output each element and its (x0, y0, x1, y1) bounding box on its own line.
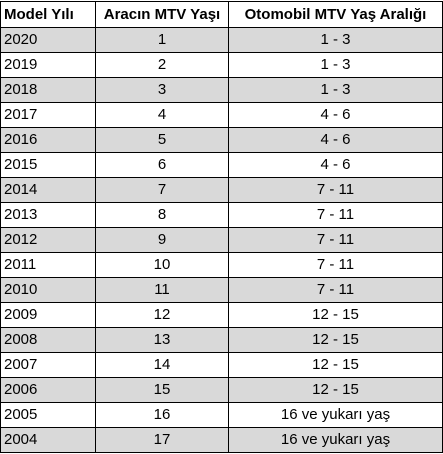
table-row: 2007 14 12 - 15 (0, 352, 443, 378)
table-row: 2004 17 16 ve yukarı yaş (0, 427, 443, 453)
table-row: 2014 7 7 - 11 (0, 177, 443, 203)
table-cell: 4 (95, 102, 229, 128)
table-cell: 17 (95, 427, 229, 453)
table-row: 2010 11 7 - 11 (0, 277, 443, 303)
table-row: 2012 9 7 - 11 (0, 227, 443, 253)
table-cell: 7 - 11 (228, 227, 443, 253)
table-cell: 12 - 15 (228, 327, 443, 353)
table-cell: 2004 (0, 427, 96, 453)
table-cell: 2018 (0, 77, 96, 103)
table-cell: 12 - 15 (228, 302, 443, 328)
table-cell: 8 (95, 202, 229, 228)
table-cell: 7 - 11 (228, 252, 443, 278)
table-cell: 16 ve yukarı yaş (228, 402, 443, 428)
table-cell: 3 (95, 77, 229, 103)
table-cell: 14 (95, 352, 229, 378)
header-cell: Model Yılı (0, 1, 96, 28)
table-row: 2005 16 16 ve yukarı yaş (0, 402, 443, 428)
table-cell: 1 - 3 (228, 52, 443, 78)
table-cell: 2008 (0, 327, 96, 353)
table-cell: 6 (95, 152, 229, 178)
table-row: 2017 4 4 - 6 (0, 102, 443, 128)
table-cell: 1 - 3 (228, 27, 443, 53)
table-cell: 12 - 15 (228, 377, 443, 403)
header-cell: Otomobil MTV Yaş Aralığı (228, 1, 443, 28)
table-row: 2015 6 4 - 6 (0, 152, 443, 178)
table-cell: 15 (95, 377, 229, 403)
table-row: 2008 13 12 - 15 (0, 327, 443, 353)
table-cell: 7 - 11 (228, 202, 443, 228)
table-row: 2006 15 12 - 15 (0, 377, 443, 403)
table-cell: 2011 (0, 252, 96, 278)
table-cell: 9 (95, 227, 229, 253)
table-cell: 7 (95, 177, 229, 203)
table-cell: 2020 (0, 27, 96, 53)
table-cell: 12 (95, 302, 229, 328)
table-cell: 2006 (0, 377, 96, 403)
table-cell: 12 - 15 (228, 352, 443, 378)
header-cell: Aracın MTV Yaşı (95, 1, 229, 28)
table-cell: 16 (95, 402, 229, 428)
table-cell: 2017 (0, 102, 96, 128)
table-cell: 2012 (0, 227, 96, 253)
table-cell: 1 - 3 (228, 77, 443, 103)
table-cell: 2007 (0, 352, 96, 378)
table-cell: 2005 (0, 402, 96, 428)
table-cell: 2 (95, 52, 229, 78)
table-row: 2011 10 7 - 11 (0, 252, 443, 278)
table-cell: 4 - 6 (228, 152, 443, 178)
table-body: 2020 1 1 - 3 2019 2 1 - 3 2018 3 1 - 3 2017 4 4 - 6… (0, 27, 443, 453)
table-cell: 2014 (0, 177, 96, 203)
table-row: 2009 12 12 - 15 (0, 302, 443, 328)
table-row: 2018 3 1 - 3 (0, 77, 443, 103)
table-cell: 13 (95, 327, 229, 353)
table-row: 2016 5 4 - 6 (0, 127, 443, 153)
header-row: Model Yılı Aracın MTV Yaşı Otomobil MTV Ya… (0, 1, 443, 28)
table-cell: 2009 (0, 302, 96, 328)
table-cell: 11 (95, 277, 229, 303)
table-row: 2013 8 7 - 11 (0, 202, 443, 228)
table-cell: 4 - 6 (228, 102, 443, 128)
table-cell: 5 (95, 127, 229, 153)
table-cell: 7 - 11 (228, 277, 443, 303)
table-row: 2019 2 1 - 3 (0, 52, 443, 78)
table-cell: 4 - 6 (228, 127, 443, 153)
table-cell: 2016 (0, 127, 96, 153)
table-cell: 2013 (0, 202, 96, 228)
table-row: 2020 1 1 - 3 (0, 27, 443, 53)
table-cell: 1 (95, 27, 229, 53)
table-cell: 10 (95, 252, 229, 278)
table-cell: 7 - 11 (228, 177, 443, 203)
table-cell: 2015 (0, 152, 96, 178)
table-cell: 2019 (0, 52, 96, 78)
table-cell: 16 ve yukarı yaş (228, 427, 443, 453)
table-cell: 2010 (0, 277, 96, 303)
